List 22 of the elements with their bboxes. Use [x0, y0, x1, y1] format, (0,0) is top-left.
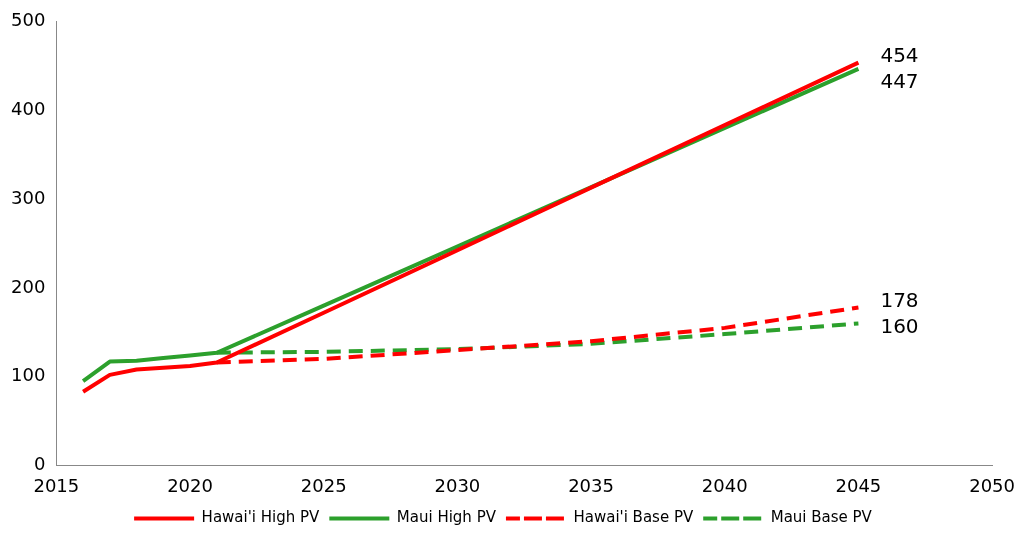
data-label: 454 — [880, 42, 919, 67]
x-tick-label: 2045 — [835, 474, 882, 496]
y-tick-label: 300 — [11, 186, 46, 208]
y-tick-label: 200 — [11, 275, 46, 297]
x-tick-label: 2015 — [33, 474, 80, 496]
x-tick-label: 2020 — [167, 474, 213, 496]
y-tick-label: 100 — [11, 364, 46, 386]
x-tick-label: 2035 — [568, 474, 614, 496]
data-label: 178 — [880, 287, 919, 312]
data-label: 160 — [880, 313, 919, 338]
x-tick-label: 2030 — [434, 474, 481, 496]
y-tick-label: 0 — [33, 453, 46, 475]
legend-label: Hawai'i High PV — [201, 508, 321, 527]
x-tick-label: 2040 — [701, 474, 748, 496]
x-tick-label: 2025 — [300, 474, 347, 496]
legend-label: Maui Base PV — [770, 508, 873, 527]
data-label: 447 — [880, 68, 919, 93]
y-tick-label: 500 — [11, 9, 46, 31]
y-tick-label: 400 — [11, 98, 46, 120]
legend-label: Maui High PV — [396, 508, 497, 527]
x-tick-label: 2050 — [969, 474, 1015, 496]
legend-label: Hawai'i Base PV — [573, 508, 694, 527]
